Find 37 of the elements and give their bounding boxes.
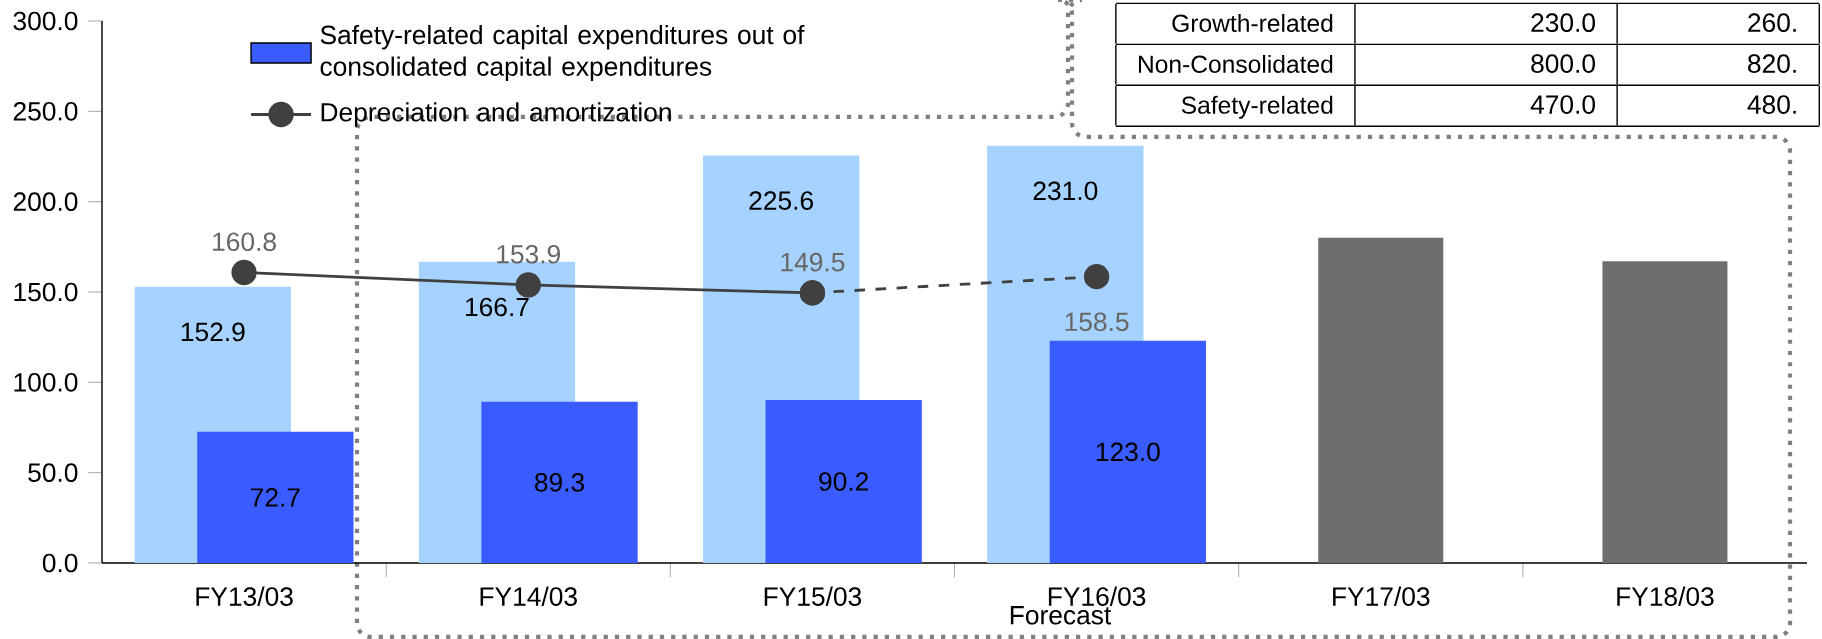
y-tick-label: 150.0 — [14, 282, 78, 302]
x-tick-label: FY14/03 — [480, 586, 577, 606]
data-label: 231.0 — [1033, 181, 1098, 201]
y-tick-label: 300.0 — [13, 11, 78, 31]
y-tick-label: 0.0 — [42, 553, 78, 573]
data-label: 72.7 — [251, 488, 300, 507]
data-label: 90.2 — [819, 472, 869, 491]
annotation: 820. — [1748, 54, 1796, 73]
data-label: 149.5 — [781, 252, 845, 272]
data-label: 152.9 — [181, 322, 245, 342]
data-label: 160.8 — [213, 232, 276, 252]
y-tick-label: 50.0 — [28, 463, 78, 482]
x-tick-label: FY16/03 — [1048, 586, 1146, 606]
y-tick-label: 250.0 — [13, 101, 78, 121]
x-tick-label: FY13/03 — [196, 586, 293, 606]
annotation: 260. — [1748, 13, 1796, 33]
x-tick-label: FY17/03 — [1333, 586, 1430, 606]
text: Forecast — [1010, 606, 1112, 625]
data-label: 225.6 — [749, 191, 813, 210]
data-label: 158.5 — [1065, 312, 1129, 332]
annotation: Safety-related — [1181, 95, 1333, 119]
data-label: 153.9 — [497, 244, 560, 264]
annotation: 800.0 — [1531, 54, 1595, 73]
annotation: Growth-related — [1172, 13, 1333, 32]
annotation: Non-Consolidated — [1138, 54, 1333, 73]
annotation: 480. — [1747, 95, 1796, 114]
legend-label: Safety-related capital expenditures out of consolidated capital expenditures — [320, 24, 805, 82]
x-tick-label: FY18/03 — [1617, 586, 1714, 606]
data-label: 123.0 — [1096, 442, 1160, 462]
annotation: 230.0 — [1531, 13, 1595, 33]
legend-label: Depreciation and amortization — [321, 102, 671, 127]
data-label: 166.7 — [466, 297, 529, 317]
annotation: 470.0 — [1530, 95, 1595, 114]
y-tick-label: 200.0 — [13, 192, 78, 211]
data-label: 89.3 — [535, 472, 585, 492]
x-tick-label: FY15/03 — [764, 586, 862, 606]
y-tick-label: 100.0 — [14, 372, 78, 392]
